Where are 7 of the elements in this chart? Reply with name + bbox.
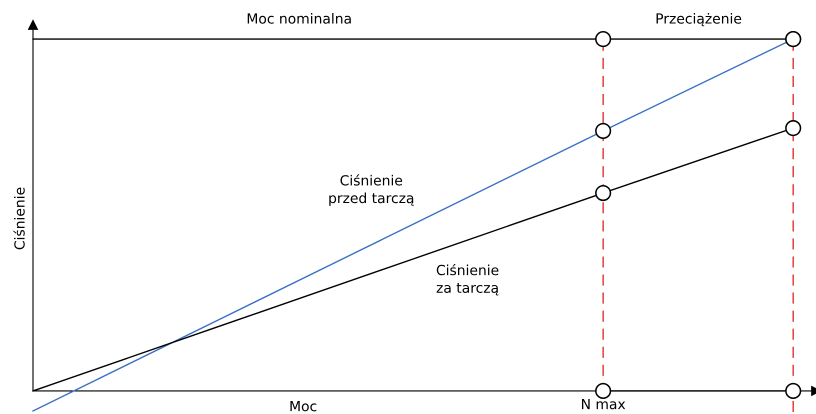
- annotation: N max: [582, 398, 626, 410]
- annotation: Ciśnienie przed tarczą: [329, 174, 414, 206]
- text: Moc nominalna: [248, 13, 351, 24]
- text: Przeciążenie: [656, 13, 742, 26]
- x-axis-title: Moc: [290, 401, 316, 412]
- y-axis-title: Ciśnienie: [13, 188, 25, 250]
- annotation: Ciśnienie za tarczą: [436, 264, 498, 296]
